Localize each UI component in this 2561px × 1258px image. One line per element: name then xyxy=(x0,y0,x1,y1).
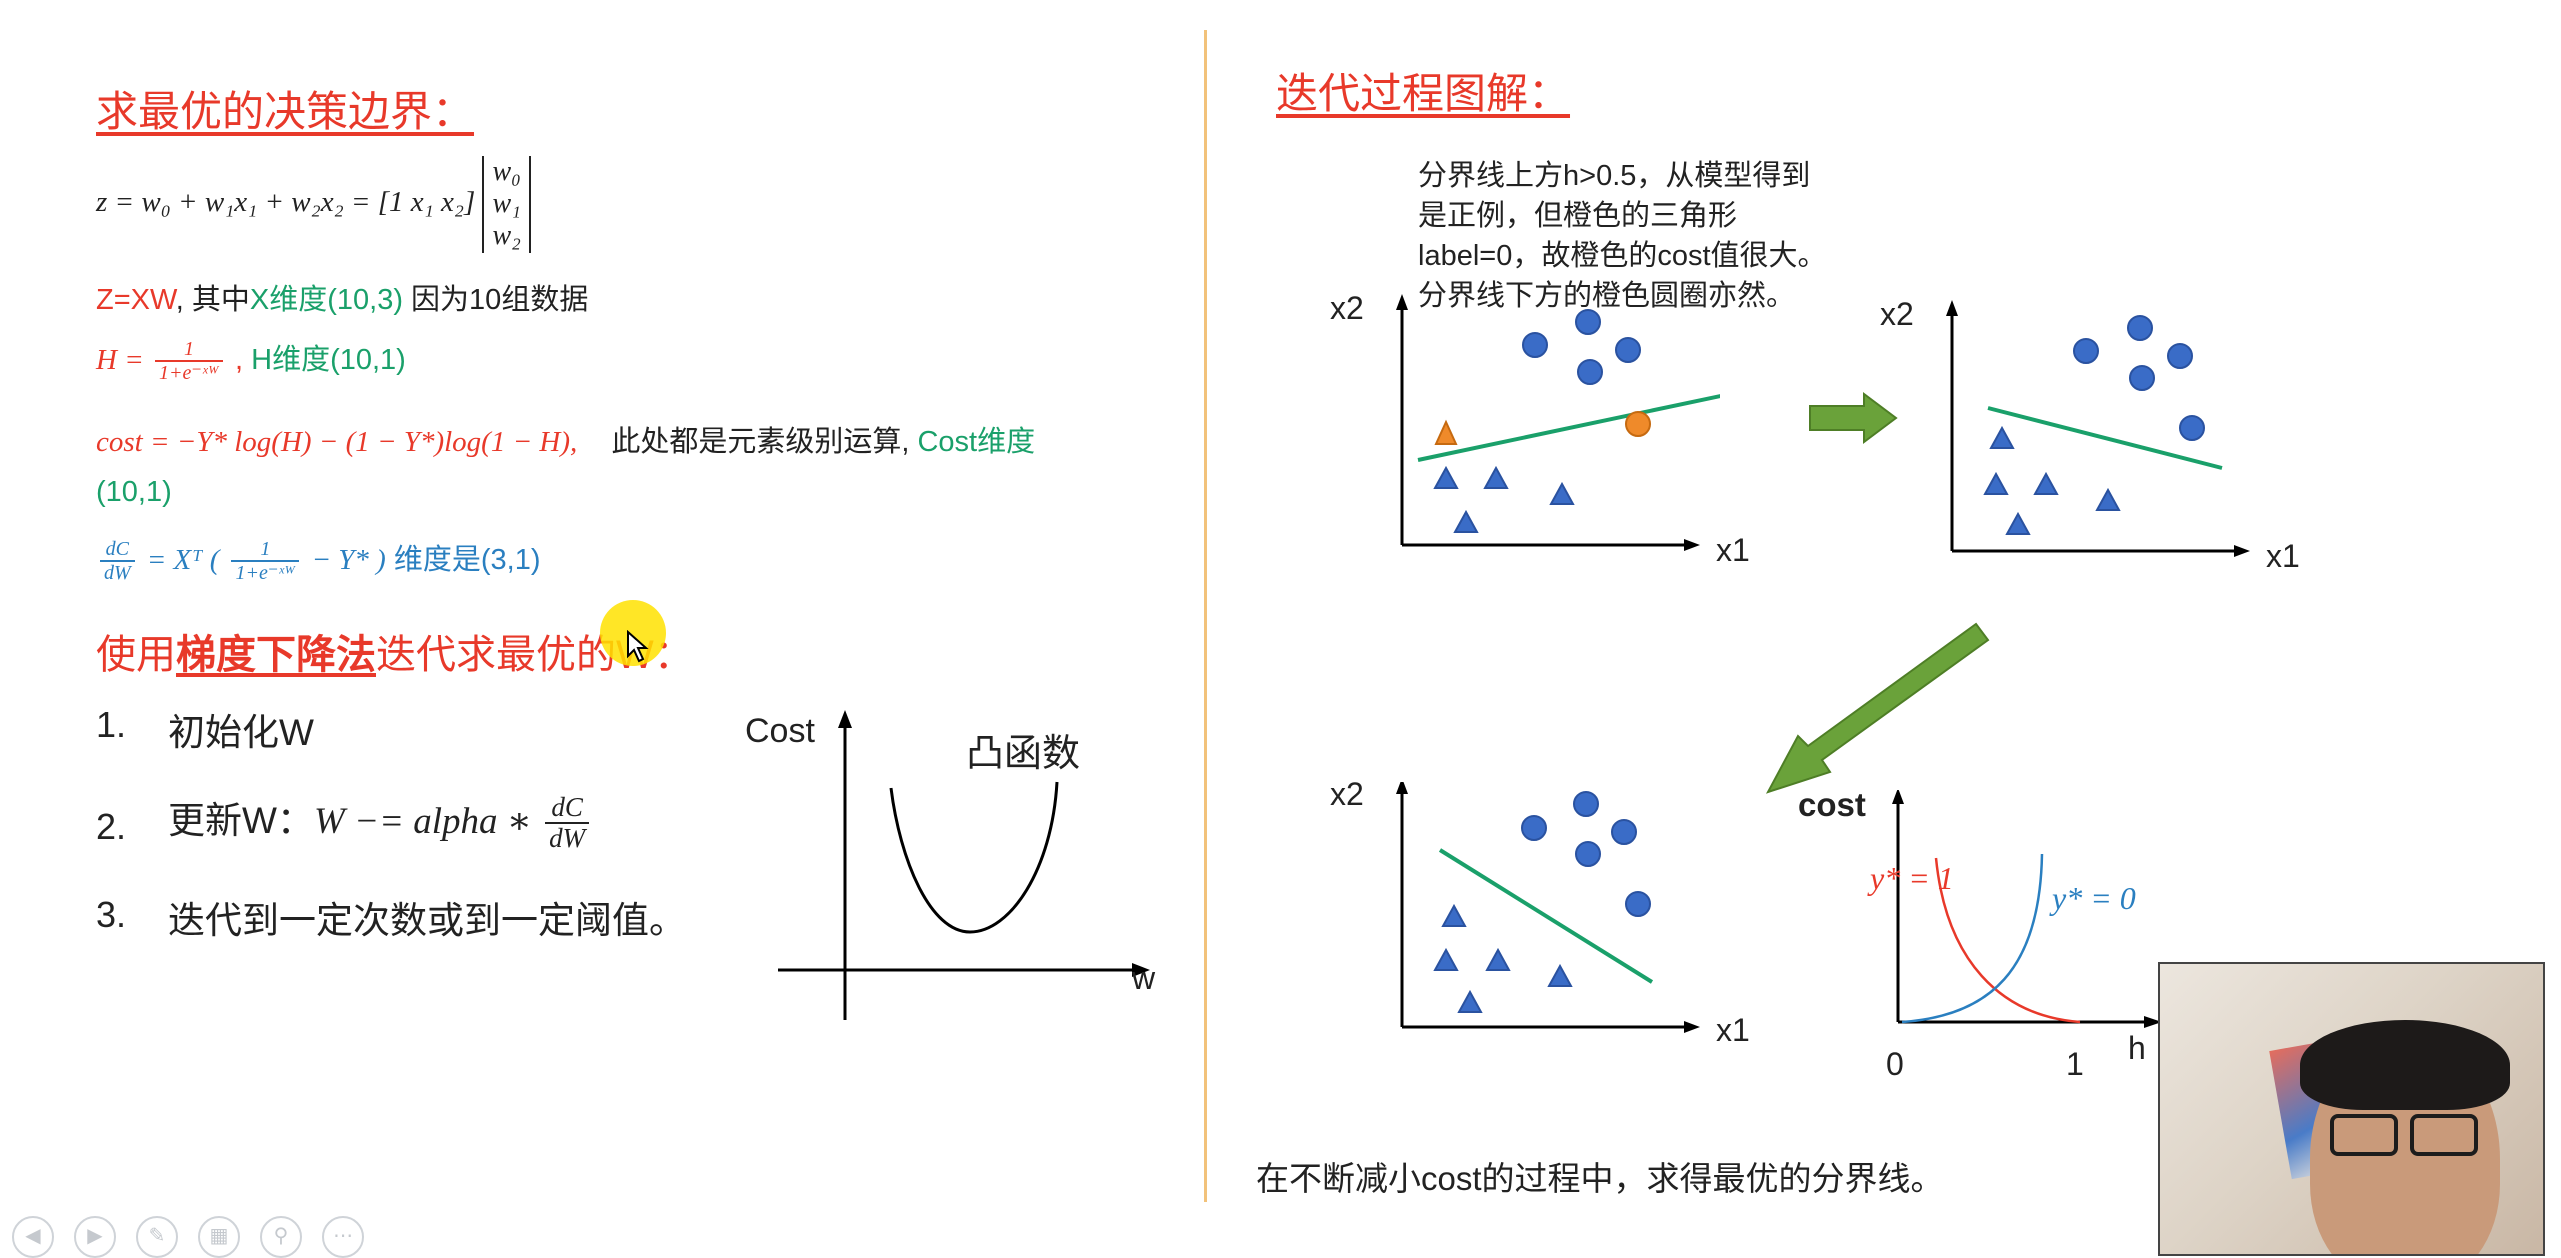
arrow-right-icon xyxy=(1809,392,1898,444)
cost-ylabel: cost xyxy=(1798,786,1866,823)
next-slide-button[interactable]: ▶ xyxy=(74,1216,116,1258)
boundary-line-1 xyxy=(1417,394,1720,462)
h-sep: , xyxy=(235,344,244,376)
line-gradient: dC dW = Xᵀ ( 1 1+e⁻ˣᵂ − Y* ) 维度是(3,1) xyxy=(96,536,541,584)
plot2-ylabel: x2 xyxy=(1880,296,1914,332)
pointer-highlight xyxy=(600,600,666,666)
scatter-plot-2 xyxy=(1946,300,2250,557)
step-2-formula: W −= alpha ∗ xyxy=(313,801,542,842)
webcam-video xyxy=(2158,962,2545,1256)
annotation-line-1: 分界线上方h>0.5，从模型得到 xyxy=(1418,160,1811,192)
convex-plot xyxy=(778,710,1150,1020)
grad-lhs: dC dW xyxy=(100,538,135,584)
cost-note: 此处都是元素级别运算, xyxy=(611,426,910,458)
slides-icon[interactable]: ▦ xyxy=(198,1216,240,1258)
footer-text: 在不断减小cost的过程中，求得最优的分界线。 xyxy=(1256,1160,1944,1197)
convex-y-arrow xyxy=(838,710,852,728)
h-num: 1 xyxy=(155,338,223,363)
equation-z-lhs: z = w₀ + w₁x₁ + w₂x₂ = [1 x₁ x₂] xyxy=(96,185,476,218)
scatter-plot-1 xyxy=(1396,294,1720,551)
line-h: H = 1 1+e⁻ˣᵂ , H维度(10,1) xyxy=(96,336,406,384)
grad-dimension: 维度是(3,1) xyxy=(393,544,541,576)
convex-curve xyxy=(889,781,1059,934)
convex-label: 凸函数 xyxy=(966,733,1081,775)
prev-slide-button[interactable]: ◀ xyxy=(12,1216,54,1258)
plot2-xlabel: x1 xyxy=(2266,538,2300,574)
grad-inner-fraction: 1 1+e⁻ˣᵂ xyxy=(231,538,300,585)
gd-emph: 梯度下降法 xyxy=(176,633,376,677)
h-dimension: H维度(10,1) xyxy=(251,344,406,376)
step-2-fden: dW xyxy=(549,823,586,854)
panel-divider xyxy=(1204,30,1207,1202)
step-2-number: 2. xyxy=(96,806,127,847)
cost-x0: 0 xyxy=(1886,1046,1904,1082)
grad-tail: − Y* ) xyxy=(311,544,386,576)
plot3-xlabel: x1 xyxy=(1716,1012,1750,1048)
mouse-cursor-icon xyxy=(627,630,649,663)
label-y-equals-1: y* = 1 xyxy=(1870,860,1954,896)
line-zxw: Z=XW, 其中X维度(10,3) 因为10组数据 xyxy=(96,276,588,318)
cost-x1: 1 xyxy=(2066,1046,2084,1082)
arrow-diagonal-icon xyxy=(1765,622,1990,794)
cost-curve-y1 xyxy=(1934,857,2081,1024)
plot1-ylabel: x2 xyxy=(1330,290,1364,326)
grad-den: dW xyxy=(104,562,131,585)
boundary-line-2 xyxy=(1987,406,2223,470)
boundary-line-3 xyxy=(1438,848,1654,984)
step-2-label: 更新W： xyxy=(168,800,314,841)
step-3-number: 3. xyxy=(96,894,127,935)
step-1-text: 初始化W xyxy=(168,712,314,753)
matrix-row-1: w₁ xyxy=(492,188,521,220)
line-cost: cost = −Y* log(H) − (1 − Y*)log(1 − H), … xyxy=(96,418,1035,460)
h-den: 1+e⁻ˣᵂ xyxy=(159,362,219,385)
scatter-plot-3 xyxy=(1396,782,1700,1033)
plot3-ylabel: x2 xyxy=(1330,776,1364,812)
convex-ylabel: Cost xyxy=(745,712,815,750)
equation-z: z = w₀ + w₁x₁ + w₂x₂ = [1 x₁ x₂] w₀ w₁ w… xyxy=(96,156,531,253)
zxw-reason: 因为10组数据 xyxy=(403,284,589,316)
cost-xlabel: h xyxy=(2128,1030,2146,1066)
matrix-row-0: w₀ xyxy=(492,156,521,187)
glasses-right xyxy=(2410,1114,2478,1156)
step-2-fnum: dC xyxy=(545,792,590,825)
convex-x-arrow xyxy=(1132,963,1150,977)
plot1-xlabel: x1 xyxy=(1716,532,1750,568)
orange-triangle xyxy=(1434,419,1458,445)
zoom-icon[interactable]: ⚲ xyxy=(260,1216,302,1258)
presenter-hair xyxy=(2300,1020,2510,1110)
gd-pre: 使用 xyxy=(96,633,176,677)
annotation: 分界线上方h>0.5，从模型得到 是正例，但橙色的三角形 label=0，故橙色… xyxy=(1418,156,1827,316)
convex-xlabel: w xyxy=(1132,960,1156,996)
cost-formula: cost = −Y* log(H) − (1 − Y*)log(1 − H), xyxy=(96,426,578,458)
zxw-label: Z=XW xyxy=(96,284,176,316)
matrix-row-2: w₂ xyxy=(492,220,521,252)
right-title: 迭代过程图解： xyxy=(1276,70,1571,117)
cost-dimension-value: (10,1) xyxy=(96,476,172,508)
cost-dimension: Cost维度 xyxy=(917,426,1036,458)
orange-circle xyxy=(1625,411,1651,437)
grad-eq: = Xᵀ ( xyxy=(146,544,220,576)
zxw-text: , 其中 xyxy=(175,284,250,316)
annotation-line-2: 是正例，但橙色的三角形 xyxy=(1418,200,1738,232)
glasses-left xyxy=(2330,1114,2398,1156)
annotation-line-3: label=0，故橙色的cost值很大。 xyxy=(1418,240,1827,272)
step-2-text: 更新W：W −= alpha ∗ dC dW xyxy=(168,790,593,854)
grad-num: dC xyxy=(100,538,135,563)
label-y-equals-0: y* = 0 xyxy=(2052,880,2136,916)
step-3-text: 迭代到一定次数或到一定阈值。 xyxy=(168,900,686,941)
step-1-number: 1. xyxy=(96,704,127,745)
left-title: 求最优的决策边界： xyxy=(96,88,475,135)
pen-icon[interactable]: ✎ xyxy=(136,1216,178,1258)
h-fraction: 1 1+e⁻ˣᵂ xyxy=(155,338,223,384)
h-lhs: H = xyxy=(96,344,152,376)
more-icon[interactable]: ⋯ xyxy=(322,1216,364,1258)
step-2-fraction: dC dW xyxy=(545,792,590,854)
cost-curve-y0 xyxy=(1901,853,2044,1024)
grad-inner-den: 1+e⁻ˣᵂ xyxy=(235,562,296,585)
grad-inner-num: 1 xyxy=(231,538,300,563)
cost-plot xyxy=(1892,790,2162,1028)
x-dimension: X维度(10,3) xyxy=(249,284,403,316)
weight-matrix: w₀ w₁ w₂ xyxy=(482,156,531,253)
annotation-line-4: 分界线下方的橙色圆圈亦然。 xyxy=(1418,280,1796,312)
